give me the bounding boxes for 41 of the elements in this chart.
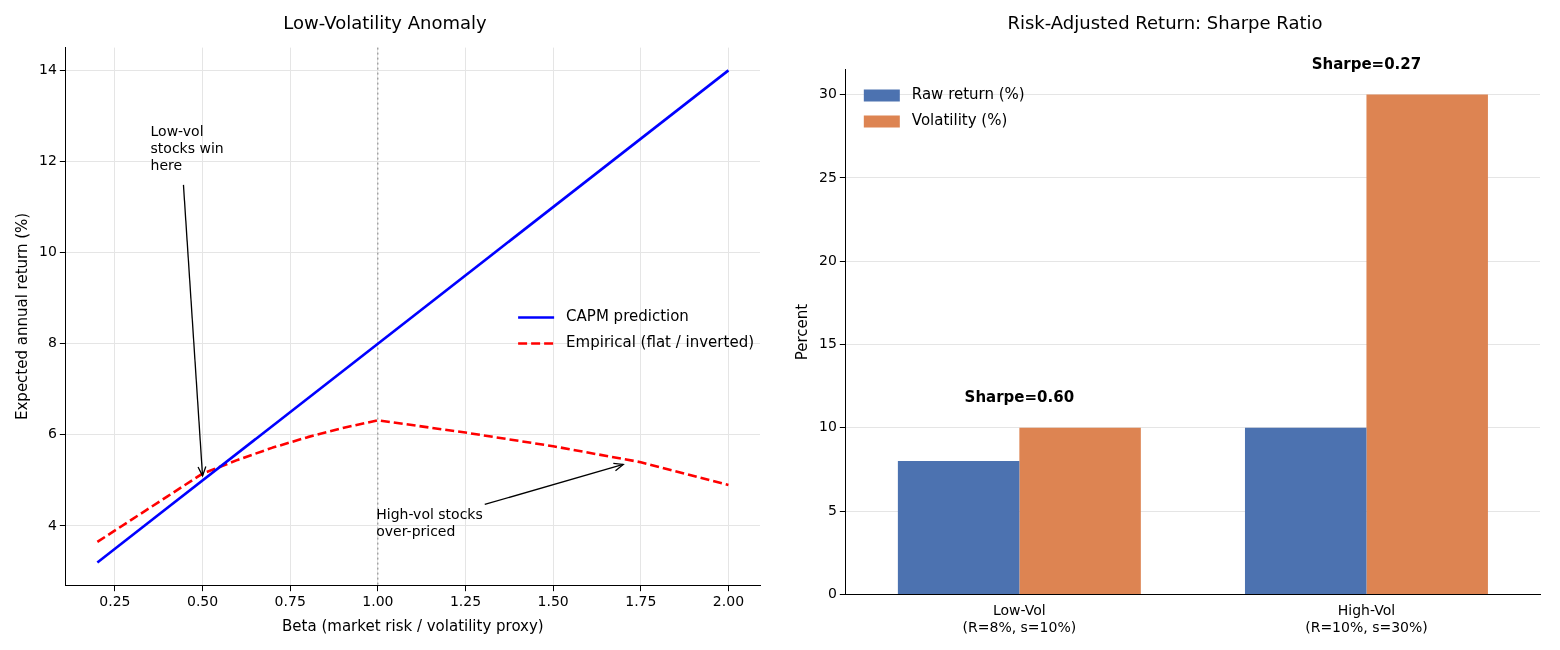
y-tick-label: 20 [818, 251, 837, 268]
x-tick-label: 0.50 [186, 593, 219, 610]
x-tick-label: 1.75 [625, 593, 657, 610]
x-tick-label: 0.25 [99, 593, 131, 610]
y-tick-label: 5 [827, 501, 837, 518]
annotation: Low-vol stocks win here [150, 123, 224, 174]
bar [1366, 94, 1488, 594]
legend-label: Volatility (%) [911, 111, 1008, 130]
y-tick-label: 6 [47, 425, 57, 442]
y-axis-title: Percent [792, 303, 811, 361]
x-tick-label: 0.75 [274, 593, 306, 610]
legend-label: Raw return (%) [911, 85, 1025, 104]
legend-label: CAPM prediction [566, 307, 689, 326]
bar [897, 461, 1020, 594]
line-series [96, 418, 730, 544]
y-tick-label: 10 [818, 418, 837, 435]
y-tick-label: 12 [38, 152, 57, 169]
x-tick-label: 1.25 [449, 593, 482, 610]
y-tick-label: 14 [38, 61, 57, 78]
y-tick-label: 8 [47, 334, 57, 351]
x-tick-label: 1.00 [362, 593, 394, 610]
x-tick-label: Low-Vol (R=8%, s=10%) [962, 602, 1077, 636]
bar [1019, 427, 1141, 594]
x-tick-label: 2.00 [712, 593, 745, 610]
y-tick-label: 25 [818, 168, 837, 185]
x-axis-title: Beta (market risk / volatility proxy) [282, 616, 544, 635]
bar [1244, 427, 1367, 594]
legend-label: Empirical (flat / inverted) [566, 333, 755, 352]
annotation: Sharpe=0.60 [964, 388, 1075, 407]
x-tick-label: High-Vol (R=10%, s=30%) [1305, 602, 1428, 636]
chart-title: Low-Volatility Anomaly [283, 12, 487, 34]
annotation: Sharpe=0.27 [1311, 54, 1422, 73]
y-tick-label: 4 [47, 516, 57, 533]
y-tick-label: 10 [38, 243, 57, 260]
y-tick-label: 30 [818, 85, 837, 102]
annotation: High-vol stocks over-priced [376, 506, 483, 540]
y-axis-title: Expected annual return (%) [12, 212, 31, 420]
y-tick-label: 0 [827, 585, 837, 602]
x-tick-label: 1.50 [537, 593, 569, 610]
chart-title: Risk-Adjusted Return: Sharpe Ratio [1007, 12, 1323, 34]
y-tick-label: 15 [818, 335, 837, 352]
